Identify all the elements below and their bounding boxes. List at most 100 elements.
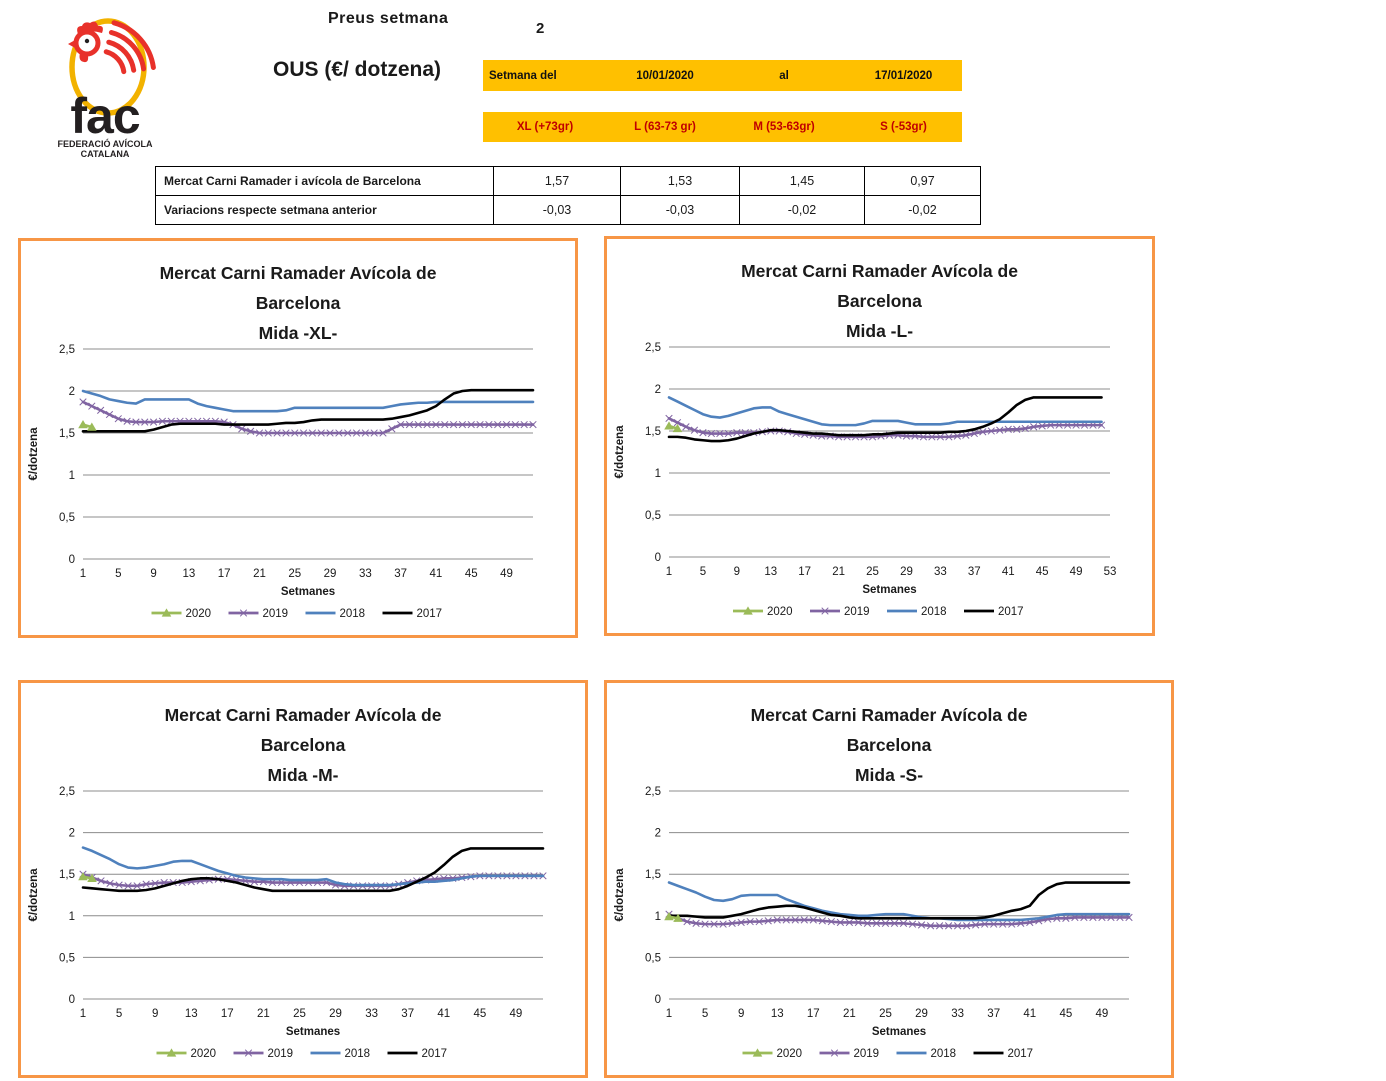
legend-label: 2019 [263, 608, 289, 620]
rooster-beak [68, 39, 77, 49]
chart-title-line: Mida -S- [855, 765, 923, 785]
triangle-marker-icon [166, 1048, 177, 1057]
chart-title-line: Mercat Carni Ramader Avícola de [165, 705, 442, 725]
x-marker-icon [863, 919, 872, 927]
x-marker-icon [701, 920, 709, 928]
price-s: 0,97 [864, 166, 981, 196]
x-marker-icon [830, 1049, 839, 1057]
triangle-marker-icon [78, 872, 88, 881]
x-tick-label: 29 [329, 1008, 342, 1020]
x-axis-title: Setmanes [286, 1026, 340, 1038]
x-tick-label: 13 [185, 1008, 198, 1020]
x-tick-label: 21 [843, 1008, 856, 1020]
x-tick-label: 37 [968, 566, 981, 578]
legend-item-2017: 2017 [382, 608, 442, 620]
x-marker-icon [123, 417, 131, 425]
series-2017 [81, 847, 545, 893]
x-marker-icon [379, 429, 387, 437]
x-marker-icon [996, 426, 1004, 434]
legend-label: 2018 [340, 608, 366, 620]
triangle-marker-icon [161, 608, 172, 617]
legend-label: 2017 [1008, 1048, 1034, 1060]
series-2019 [665, 414, 1106, 441]
y-tick-label: 2 [69, 828, 75, 840]
y-tick-label: 1 [655, 468, 661, 480]
x-marker-icon [299, 429, 308, 437]
x-marker-icon [936, 433, 945, 441]
legend-item-2018: 2018 [896, 1048, 956, 1060]
legend-item-2020: 2020 [733, 606, 793, 618]
triangle-marker-icon [87, 873, 97, 882]
size-band-xl: XL (+73gr) [516, 121, 574, 133]
x-marker-icon [396, 420, 405, 429]
x-marker-icon [105, 410, 114, 419]
legend-item-2017: 2017 [964, 606, 1024, 618]
x-axis-title: Setmanes [862, 584, 916, 596]
series-2018 [81, 389, 535, 413]
wing-stripe-icon [108, 30, 147, 72]
x-marker-icon [953, 922, 962, 930]
legend-item-2017: 2017 [973, 1048, 1034, 1060]
legend-item-2020: 2020 [151, 608, 211, 620]
x-marker-icon [716, 429, 724, 438]
week-band-date-from: 10/01/2020 [636, 69, 694, 82]
x-marker-icon [962, 431, 970, 439]
y-axis-title: €/dotzena [28, 868, 40, 922]
x-tick-label: 29 [900, 566, 913, 578]
series-2019 [79, 398, 537, 437]
x-marker-icon [441, 420, 449, 429]
x-tick-label: 25 [879, 1008, 892, 1020]
preus-setmana-label: Preus setmana [328, 10, 449, 27]
x-marker-icon [326, 429, 334, 437]
price-l: 1,53 [620, 166, 740, 196]
x-tick-label: 45 [465, 568, 478, 580]
x-marker-icon [710, 920, 718, 928]
legend-item-2017: 2017 [387, 1048, 447, 1060]
week-band-date-to: 17/01/2020 [874, 69, 933, 82]
legend-label: 2017 [998, 606, 1024, 618]
x-marker-icon [935, 922, 944, 930]
x-marker-icon [255, 429, 264, 437]
x-marker-icon [88, 402, 96, 410]
x-marker-icon [1038, 422, 1046, 430]
series-line-2019 [81, 400, 535, 435]
x-tick-label: 49 [510, 1008, 523, 1020]
series-line-2018 [81, 389, 535, 413]
x-marker-icon [317, 429, 325, 437]
x-marker-icon [872, 919, 881, 927]
x-tick-label: 33 [934, 566, 947, 578]
x-marker-icon [707, 429, 716, 438]
x-marker-icon [854, 918, 863, 927]
series-line-2018 [667, 396, 1103, 427]
x-tick-label: 17 [221, 1008, 234, 1020]
x-marker-icon [699, 429, 707, 437]
product-title: OUS (€/ dotzena) [273, 58, 442, 81]
y-tick-label: 0 [69, 554, 75, 566]
series-2018 [667, 396, 1103, 427]
x-tick-label: 33 [359, 568, 372, 580]
x-marker-icon [970, 429, 978, 438]
x-tick-label: 1 [80, 1008, 86, 1020]
x-marker-icon [827, 917, 836, 926]
y-tick-label: 0 [655, 552, 661, 564]
x-marker-icon [1030, 423, 1038, 431]
series-2017 [667, 396, 1103, 443]
x-marker-icon [151, 879, 159, 888]
x-marker-icon [926, 922, 935, 930]
week-number: 2 [536, 20, 545, 37]
x-marker-icon [928, 433, 936, 441]
x-marker-icon [361, 429, 370, 437]
x-marker-icon [665, 414, 673, 423]
y-tick-label: 1,5 [59, 869, 75, 881]
x-tick-label: 33 [951, 1008, 964, 1020]
x-tick-label: 21 [253, 568, 266, 580]
legend-item-2018: 2018 [305, 608, 366, 620]
x-marker-icon [467, 420, 475, 429]
x-tick-label: 1 [666, 1008, 672, 1020]
triangle-marker-icon [743, 606, 753, 615]
price-m: 1,45 [739, 166, 865, 196]
x-marker-icon [979, 428, 987, 436]
x-marker-icon [782, 916, 790, 924]
x-marker-icon [836, 918, 845, 927]
x-marker-icon [791, 916, 799, 924]
